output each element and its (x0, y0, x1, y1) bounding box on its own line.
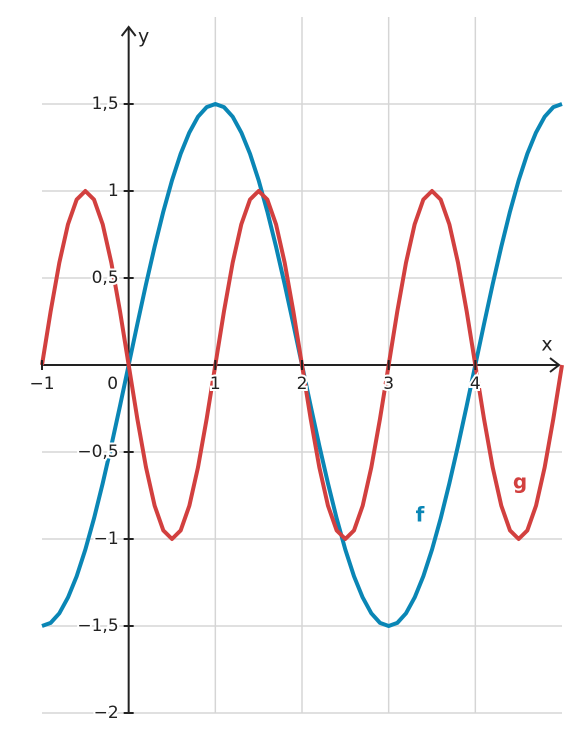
x-tick-label: 2 (297, 374, 308, 394)
y-axis-label: y (138, 26, 149, 48)
x-tick-label: −1 (29, 374, 54, 394)
series-label: f (416, 503, 425, 527)
x-tick-label: 3 (383, 374, 394, 394)
x-arrow (549, 357, 561, 373)
y-tick-label: −1,5 (77, 616, 118, 636)
x-axis-label: x (541, 334, 552, 356)
x-tick-label: 4 (470, 374, 481, 394)
y-tick-label: −0,5 (77, 442, 118, 462)
y-tick-label: −1 (94, 529, 119, 549)
y-arrow (120, 25, 137, 37)
series-label: g (513, 470, 527, 494)
y-tick-label: −2 (94, 703, 119, 723)
x-tick-label: 1 (210, 374, 221, 394)
x-tick-label: 0 (107, 374, 118, 394)
y-tick-label: 1 (108, 181, 119, 201)
y-tick-label: 1,5 (92, 94, 119, 114)
y-tick-label: 0,5 (92, 268, 119, 288)
